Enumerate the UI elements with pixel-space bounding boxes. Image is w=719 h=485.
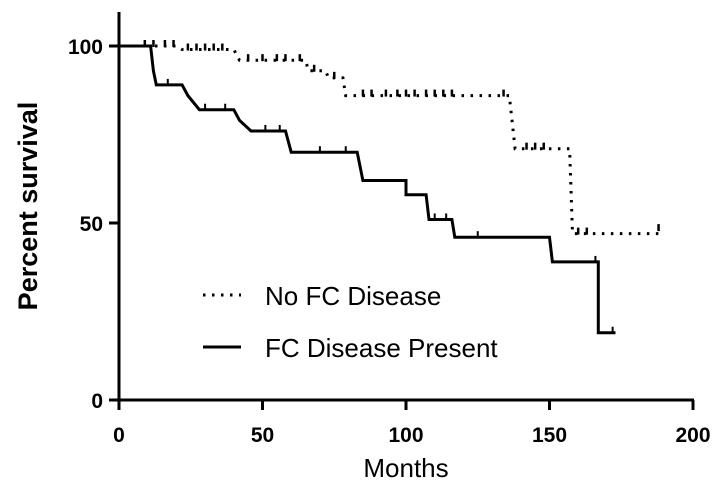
legend: No FC Disease FC Disease Present (203, 281, 498, 363)
legend-label-fc-disease-present: FC Disease Present (265, 333, 498, 363)
series-fc-disease-present (119, 40, 616, 335)
y-tick-label: 100 (68, 36, 103, 59)
y-tick-label: 50 (80, 213, 103, 236)
series-no-fc-disease (119, 40, 660, 236)
x-tick-label: 200 (675, 424, 710, 447)
y-tick-label: 0 (91, 390, 103, 413)
x-tick-label: 100 (388, 424, 423, 447)
series-line-fc-disease-present (119, 44, 616, 335)
y-axis-title: Percent survival (13, 102, 43, 311)
legend-label-no-fc-disease: No FC Disease (265, 281, 441, 311)
x-axis-title: Months (363, 453, 448, 483)
axis-ticks: 0 50 100 150 200 0 50 100 (68, 36, 711, 447)
x-tick-label: 150 (532, 424, 567, 447)
x-tick-label: 50 (251, 424, 274, 447)
x-tick-label: 0 (113, 424, 125, 447)
plot-area (119, 40, 660, 335)
series-line-no-fc-disease (119, 44, 659, 236)
